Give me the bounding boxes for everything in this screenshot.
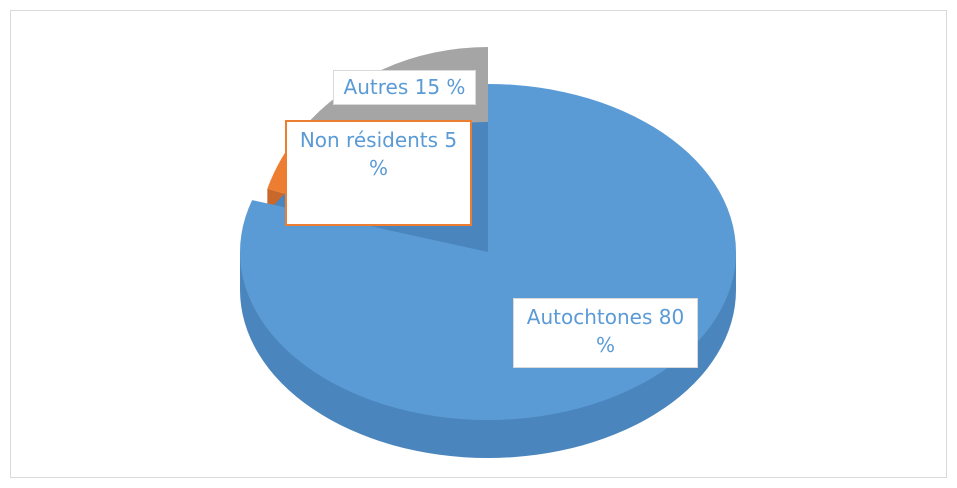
data-label: Non résidents 5 % xyxy=(285,120,472,226)
data-label: Autochtones 80 % xyxy=(513,298,698,368)
label-value: 5 % xyxy=(368,128,458,180)
data-label: Autres 15 % xyxy=(333,70,476,105)
label-value: 15 % xyxy=(414,75,466,99)
label-category: Non résidents xyxy=(299,128,439,152)
label-category: Autres xyxy=(343,75,409,99)
label-value: 80 % xyxy=(595,305,685,357)
label-category: Autochtones xyxy=(526,305,653,329)
